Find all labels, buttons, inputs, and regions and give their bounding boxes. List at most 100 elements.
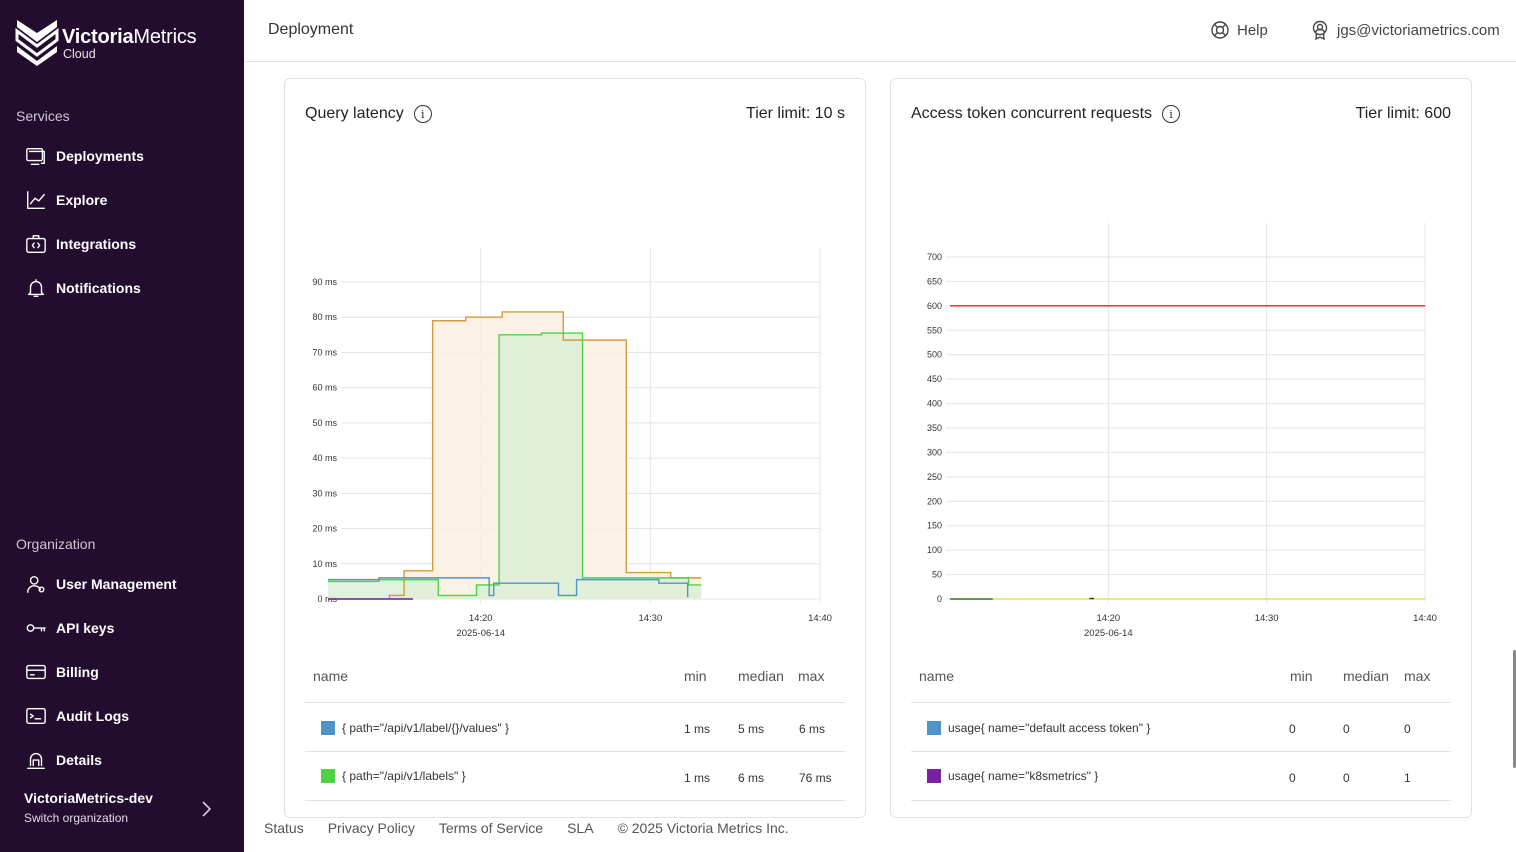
sidebar-item-api-keys[interactable]: API keys: [24, 613, 114, 643]
y-tick-label: 600: [927, 301, 942, 311]
sidebar-item-billing[interactable]: Billing: [24, 657, 99, 687]
x-tick-label: 14:20: [469, 613, 493, 624]
series-median: 0: [1343, 771, 1350, 785]
services-section-label: Services: [16, 108, 70, 124]
series-line[interactable]: [328, 332, 702, 597]
y-tick-label: 80 ms: [312, 312, 337, 322]
query-latency-card: Query latency i Tier limit: 10 s 0 ms 10 …: [284, 78, 866, 818]
switch-organization-label: Switch organization: [24, 811, 129, 825]
footer-link-status[interactable]: Status: [264, 820, 304, 836]
y-tick-label: 200: [927, 496, 942, 506]
sidebar-item-details[interactable]: Details: [24, 745, 102, 775]
series-min: 0: [1289, 771, 1296, 785]
column-header-max[interactable]: max: [798, 668, 825, 684]
access-token-legend-table: name min median max usage{ name="default…: [911, 659, 1451, 801]
series-name: { path="/api/v1/label/{}/values" }: [342, 721, 509, 735]
y-tick-label: 10 ms: [312, 559, 337, 569]
access-token-requests-card: Access token concurrent requests i Tier …: [890, 78, 1472, 818]
y-tick-label: 350: [927, 423, 942, 433]
table-row[interactable]: { path="/api/v1/label/{}/values" } 1 ms …: [305, 703, 845, 752]
user-email: jgs@victoriametrics.com: [1337, 21, 1500, 39]
y-tick-label: 50 ms: [312, 418, 337, 428]
logo-name-bold: Victoria: [62, 26, 134, 48]
tier-limit: Tier limit: 10 s: [746, 105, 845, 122]
y-tick-label: 400: [927, 399, 942, 409]
sidebar-item-deployments[interactable]: Deployments: [24, 141, 144, 171]
sidebar: VictoriaMetrics Cloud Services Deploymen…: [0, 0, 244, 852]
series-min: 0: [1289, 722, 1296, 736]
footer-link-terms-of-service[interactable]: Terms of Service: [438, 820, 544, 836]
footer-link-privacy-policy[interactable]: Privacy Policy: [327, 820, 415, 836]
details-icon: [24, 748, 48, 772]
help-button[interactable]: Help: [1210, 20, 1268, 40]
series-color-swatch: [321, 721, 335, 735]
sidebar-item-audit-logs[interactable]: Audit Logs: [24, 701, 129, 731]
table-row[interactable]: usage{ name="k8smetrics" } 0 0 1: [911, 752, 1451, 801]
switch-organization-button[interactable]: VictoriaMetrics-dev Switch organization: [24, 790, 220, 830]
sidebar-item-label: User Management: [56, 576, 177, 592]
y-tick-label: 150: [927, 521, 942, 531]
billing-icon: [24, 660, 48, 684]
page-title: Deployment: [268, 21, 354, 38]
y-tick-label: 100: [927, 545, 942, 555]
series-max: 1: [1404, 771, 1411, 785]
x-tick-label: 14:40: [1413, 613, 1437, 624]
column-header-min[interactable]: min: [684, 668, 707, 684]
series-max: 0: [1404, 722, 1411, 736]
sidebar-item-label: Details: [56, 752, 102, 768]
series-median: 0: [1343, 722, 1350, 736]
y-tick-label: 450: [927, 374, 942, 384]
y-tick-label: 550: [927, 325, 942, 335]
page-footer: Status Privacy Policy Terms of Service S…: [264, 820, 813, 836]
series-color-swatch: [927, 721, 941, 735]
organization-section-label: Organization: [16, 536, 96, 552]
series-line[interactable]: [328, 577, 689, 598]
sidebar-item-explore[interactable]: Explore: [24, 185, 107, 215]
y-tick-label: 0 ms: [317, 594, 337, 604]
card-title: Query latency i: [305, 105, 432, 123]
page-scrollbar[interactable]: [1513, 650, 1516, 768]
column-header-max[interactable]: max: [1404, 668, 1431, 684]
column-header-name[interactable]: name: [313, 668, 349, 684]
query-latency-chart[interactable]: 0 ms 10 ms 20 ms 30 ms 40 ms 50 ms 60 ms 70 ms 8…: [285, 159, 866, 659]
series-name: usage{ name="k8smetrics" }: [948, 769, 1099, 783]
info-icon[interactable]: i: [1162, 105, 1181, 123]
chart-line-icon: [24, 188, 48, 212]
table-row[interactable]: { path="/api/v1/labels" } 1 ms 6 ms 76 m…: [305, 752, 845, 801]
series-name: usage{ name="default access token" }: [948, 721, 1151, 735]
terminal-icon: [24, 704, 48, 728]
table-row[interactable]: usage{ name="default access token" } 0 0…: [911, 703, 1451, 752]
card-title-text: Access token concurrent requests: [911, 105, 1153, 122]
tier-limit: Tier limit: 600: [1355, 105, 1451, 122]
info-icon[interactable]: i: [413, 105, 432, 123]
column-header-median[interactable]: median: [738, 668, 784, 684]
sidebar-item-user-management[interactable]: User Management: [24, 569, 177, 599]
series-median: 5 ms: [738, 722, 765, 736]
sidebar-item-notifications[interactable]: Notifications: [24, 273, 141, 303]
access-token-requests-chart[interactable]: 0 50 100 150 200 250 300 350 400 450 500 550 600 650 7…: [891, 159, 1472, 659]
user-menu-button[interactable]: jgs@victoriametrics.com: [1310, 20, 1500, 40]
sidebar-item-integrations[interactable]: Integrations: [24, 229, 136, 259]
y-tick-label: 30 ms: [312, 488, 337, 498]
sidebar-item-label: Billing: [56, 664, 99, 680]
y-tick-label: 40 ms: [312, 453, 337, 463]
footer-link-sla[interactable]: SLA: [567, 820, 594, 836]
series-max: 76 ms: [799, 771, 832, 785]
y-tick-label: 70 ms: [312, 347, 337, 357]
x-tick-label: 14:20: [1096, 613, 1120, 624]
y-tick-label: 90 ms: [312, 277, 337, 287]
sidebar-item-label: Notifications: [56, 280, 141, 296]
y-tick-label: 700: [927, 252, 942, 262]
victoriametrics-logo[interactable]: VictoriaMetrics Cloud: [14, 16, 197, 68]
y-tick-label: 650: [927, 276, 942, 286]
footer-copyright: © 2025 Victoria Metrics Inc.: [617, 820, 789, 836]
table-header: name min median max: [305, 659, 845, 703]
column-header-median[interactable]: median: [1343, 668, 1389, 684]
organization-name: VictoriaMetrics-dev: [24, 790, 153, 806]
column-header-min[interactable]: min: [1290, 668, 1313, 684]
series-median: 6 ms: [738, 771, 765, 785]
series-max: 6 ms: [799, 722, 826, 736]
column-header-name[interactable]: name: [919, 668, 955, 684]
victoriametrics-logo-icon: [15, 20, 59, 66]
y-tick-label: 50: [932, 570, 942, 580]
